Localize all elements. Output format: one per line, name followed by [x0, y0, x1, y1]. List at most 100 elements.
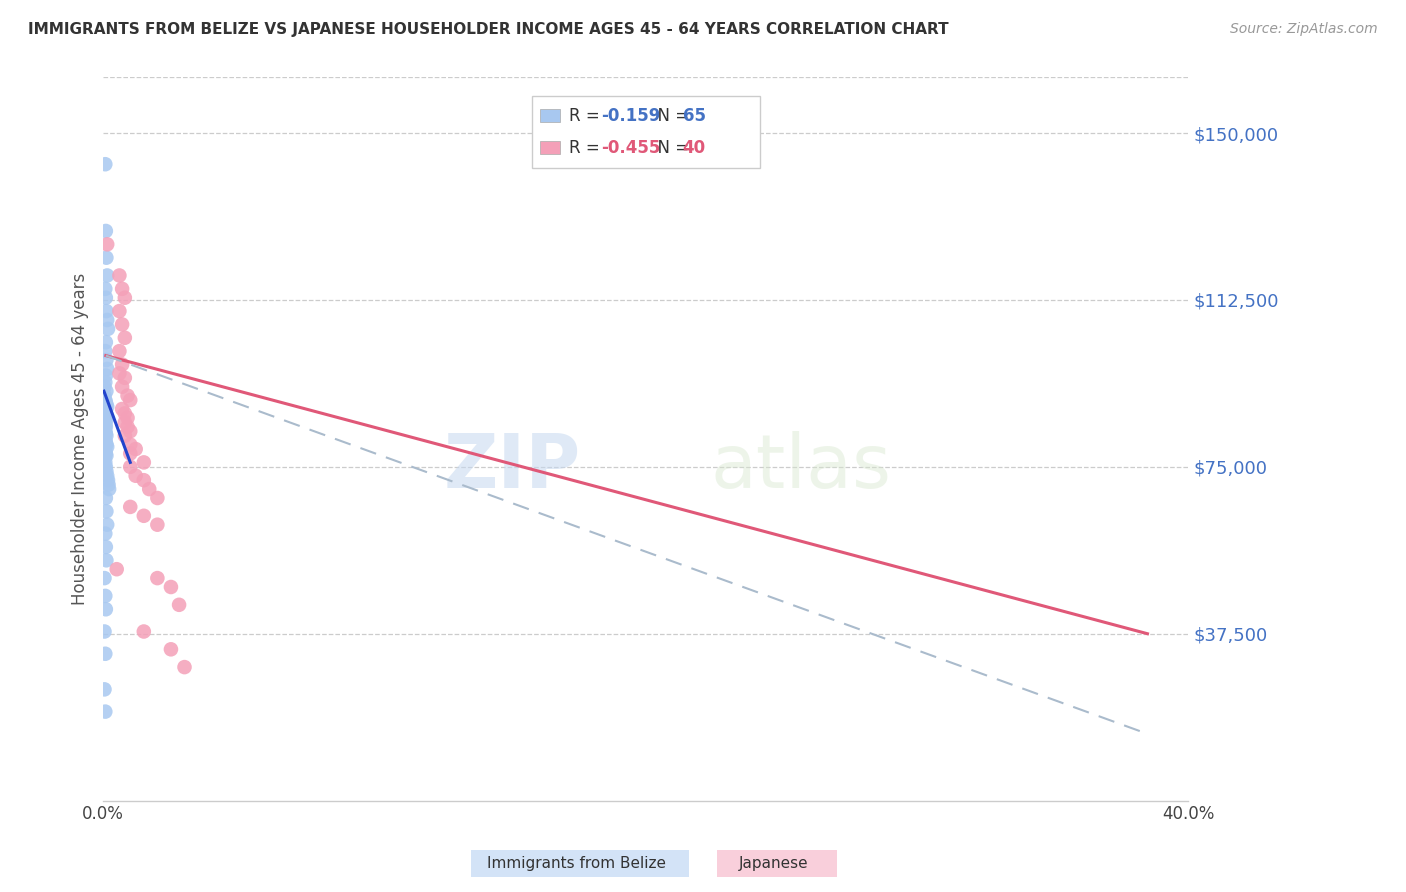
Point: [94, 424, 117, 438]
Point: [146, 571, 169, 585]
FancyBboxPatch shape: [540, 109, 560, 122]
Point: [93, 450, 115, 465]
Text: Japanese: Japanese: [738, 856, 808, 871]
Point: [111, 358, 134, 372]
Text: 65: 65: [682, 107, 706, 125]
Point: [114, 415, 136, 429]
Point: [98, 482, 121, 496]
Point: [120, 500, 142, 514]
Text: N =: N =: [647, 107, 695, 125]
Point: [111, 282, 134, 296]
Point: [96, 384, 118, 399]
Point: [93, 624, 115, 639]
Point: [94, 419, 117, 434]
Text: R =: R =: [568, 138, 605, 157]
Point: [93, 402, 115, 417]
Point: [94, 404, 117, 418]
Point: [94, 705, 117, 719]
Point: [146, 491, 169, 505]
Point: [114, 428, 136, 442]
Point: [111, 318, 134, 332]
Point: [108, 268, 131, 283]
Point: [96, 437, 118, 451]
Point: [94, 589, 117, 603]
Point: [94, 602, 117, 616]
Point: [111, 402, 134, 417]
Y-axis label: Householder Income Ages 45 - 64 years: Householder Income Ages 45 - 64 years: [72, 273, 89, 605]
Point: [96, 464, 118, 478]
Point: [108, 344, 131, 359]
Point: [94, 455, 117, 469]
Text: ZIP: ZIP: [443, 432, 581, 505]
Point: [94, 446, 117, 460]
Point: [93, 431, 115, 445]
Point: [94, 406, 117, 420]
Point: [114, 291, 136, 305]
Point: [146, 517, 169, 532]
Point: [96, 553, 118, 567]
Point: [94, 433, 117, 447]
Point: [160, 642, 183, 657]
Point: [108, 304, 131, 318]
Point: [108, 367, 131, 381]
Point: [117, 410, 139, 425]
Point: [120, 437, 142, 451]
Point: [173, 660, 195, 674]
Point: [96, 304, 118, 318]
Point: [97, 477, 120, 491]
Point: [96, 400, 118, 414]
Point: [94, 435, 117, 450]
Point: [120, 459, 142, 474]
Point: [94, 224, 117, 238]
FancyBboxPatch shape: [531, 95, 759, 168]
Point: [120, 446, 142, 460]
Point: [94, 647, 117, 661]
Point: [94, 335, 117, 350]
Point: [114, 371, 136, 385]
Point: [105, 562, 128, 576]
Point: [94, 344, 117, 359]
Point: [96, 413, 118, 427]
Point: [93, 380, 115, 394]
Point: [132, 455, 155, 469]
Point: [93, 682, 115, 697]
Point: [117, 389, 139, 403]
Point: [96, 237, 118, 252]
Point: [111, 380, 134, 394]
Text: Source: ZipAtlas.com: Source: ZipAtlas.com: [1230, 22, 1378, 37]
Point: [97, 473, 120, 487]
Point: [96, 362, 118, 376]
Point: [96, 428, 118, 442]
Point: [94, 376, 117, 390]
Point: [120, 393, 142, 408]
Point: [96, 268, 118, 283]
Text: 40: 40: [682, 138, 706, 157]
Point: [94, 410, 117, 425]
Point: [114, 406, 136, 420]
FancyBboxPatch shape: [540, 141, 560, 154]
Text: N =: N =: [647, 138, 695, 157]
Point: [125, 442, 148, 456]
Point: [96, 504, 118, 518]
Point: [93, 422, 115, 436]
Point: [114, 331, 136, 345]
Point: [94, 282, 117, 296]
Point: [94, 393, 117, 408]
Point: [120, 424, 142, 438]
Text: IMMIGRANTS FROM BELIZE VS JAPANESE HOUSEHOLDER INCOME AGES 45 - 64 YEARS CORRELA: IMMIGRANTS FROM BELIZE VS JAPANESE HOUSE…: [28, 22, 949, 37]
Point: [94, 157, 117, 171]
Text: Immigrants from Belize: Immigrants from Belize: [486, 856, 666, 871]
Text: R =: R =: [568, 107, 605, 125]
Text: -0.455: -0.455: [602, 138, 661, 157]
Point: [125, 468, 148, 483]
Point: [132, 473, 155, 487]
Point: [93, 442, 115, 456]
Point: [96, 398, 118, 412]
Point: [167, 598, 190, 612]
Point: [138, 482, 160, 496]
Text: atlas: atlas: [711, 432, 891, 505]
Point: [97, 322, 120, 336]
Point: [132, 624, 155, 639]
Point: [117, 419, 139, 434]
Point: [96, 449, 118, 463]
